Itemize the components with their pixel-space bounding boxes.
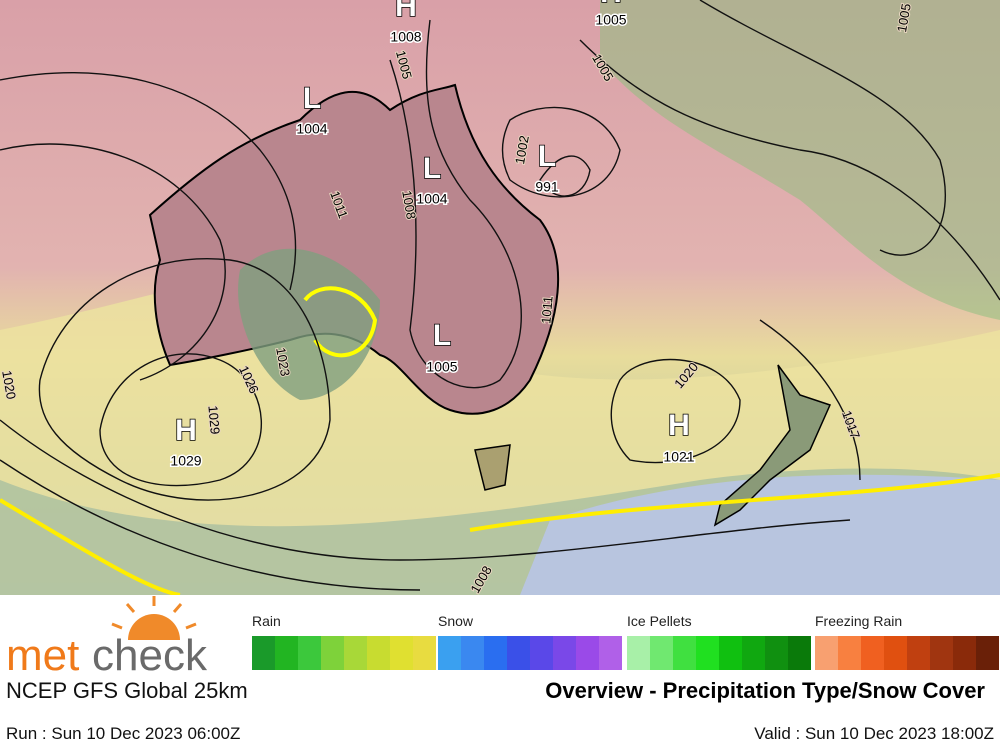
legend-swatch bbox=[438, 636, 461, 670]
pressure-symbol: H bbox=[395, 0, 417, 23]
new-zealand bbox=[713, 364, 832, 527]
pressure-symbol: L bbox=[423, 152, 441, 185]
legend-swatch bbox=[321, 636, 344, 670]
legend-swatch bbox=[650, 636, 673, 670]
pressure-symbol: H bbox=[668, 409, 690, 442]
legend-label: Snow bbox=[438, 613, 474, 629]
pressure-value: 1005 bbox=[426, 359, 457, 375]
logo-rays bbox=[111, 596, 197, 630]
legend-swatch bbox=[742, 636, 765, 670]
legend-swatch bbox=[976, 636, 999, 670]
legend-swatch bbox=[599, 636, 622, 670]
legend-swatch bbox=[907, 636, 930, 670]
legend-swatch bbox=[815, 636, 838, 670]
isobar-label: 1020 bbox=[0, 369, 19, 400]
legend-swatch bbox=[298, 636, 321, 670]
map-area bbox=[0, 0, 1000, 597]
legend-swatch bbox=[673, 636, 696, 670]
logo: met check bbox=[6, 596, 208, 680]
legend-swatch bbox=[627, 636, 650, 670]
pressure-value: 1005 bbox=[595, 12, 626, 28]
legend-swatch bbox=[953, 636, 976, 670]
pressure-value: 1021 bbox=[663, 449, 694, 465]
legend-swatch bbox=[788, 636, 811, 670]
chart-title: Overview - Precipitation Type/Snow Cover bbox=[545, 678, 985, 703]
isobars bbox=[0, 0, 1000, 591]
pressure-symbol: L bbox=[303, 82, 321, 115]
legend-swatch bbox=[461, 636, 484, 670]
legend-swatch bbox=[861, 636, 884, 670]
pressure-symbol: L bbox=[433, 319, 451, 352]
legend-swatch bbox=[530, 636, 553, 670]
pressure-symbol: H bbox=[175, 414, 197, 447]
legend: Rain Snow Ice Pellets Freezing Rain bbox=[252, 613, 999, 670]
pressure-centers: H 1008 H 1005 L 1004 L 1004 L 991 L 1005 H 1029 H 1021 bbox=[169, 0, 696, 470]
pressure-value: 1008 bbox=[390, 29, 421, 45]
legend-swatch bbox=[884, 636, 907, 670]
legend-label: Freezing Rain bbox=[815, 613, 902, 629]
legend-swatch bbox=[930, 636, 953, 670]
pressure-value: 1029 bbox=[170, 453, 201, 469]
freezing-line bbox=[0, 473, 1000, 597]
legend-swatch bbox=[553, 636, 576, 670]
rain-zone bbox=[600, 0, 1000, 320]
snow-line bbox=[303, 286, 378, 358]
isobar-label: 1011 bbox=[538, 295, 555, 324]
legend-swatch bbox=[484, 636, 507, 670]
isobar-label: 1023 bbox=[273, 346, 293, 377]
snow-cover-zone bbox=[520, 474, 1000, 595]
isobar-label: 1008 bbox=[399, 189, 419, 220]
model-name: NCEP GFS Global 25km bbox=[6, 678, 248, 703]
legend-swatch bbox=[765, 636, 788, 670]
logo-met: met bbox=[6, 631, 79, 680]
logo-check: check bbox=[92, 631, 208, 680]
legend-swatch bbox=[367, 636, 390, 670]
tasmania bbox=[474, 444, 511, 491]
legend-swatch bbox=[344, 636, 367, 670]
logo-sun bbox=[128, 614, 180, 640]
legend-swatch bbox=[275, 636, 298, 670]
isobar-label: 1002 bbox=[512, 134, 532, 165]
legend-label: Rain bbox=[252, 613, 281, 629]
pressure-symbol: H bbox=[600, 0, 622, 9]
legend-swatch bbox=[252, 636, 275, 670]
run-time: Run : Sun 10 Dec 2023 06:00Z bbox=[6, 724, 240, 743]
pressure-value: 991 bbox=[535, 179, 559, 195]
valid-time: Valid : Sun 10 Dec 2023 18:00Z bbox=[754, 724, 994, 743]
legend-label: Ice Pellets bbox=[627, 613, 692, 629]
legend-swatch bbox=[576, 636, 599, 670]
isobar-label: 1005 bbox=[894, 2, 914, 33]
legend-swatch bbox=[838, 636, 861, 670]
legend-swatch bbox=[413, 636, 436, 670]
legend-swatch bbox=[390, 636, 413, 670]
legend-swatch bbox=[507, 636, 530, 670]
legend-swatch bbox=[696, 636, 719, 670]
pressure-value: 1004 bbox=[416, 191, 447, 207]
legend-swatch bbox=[719, 636, 742, 670]
isobar-label: 1029 bbox=[205, 405, 222, 435]
pressure-symbol: L bbox=[538, 140, 556, 173]
pressure-value: 1004 bbox=[296, 121, 327, 137]
